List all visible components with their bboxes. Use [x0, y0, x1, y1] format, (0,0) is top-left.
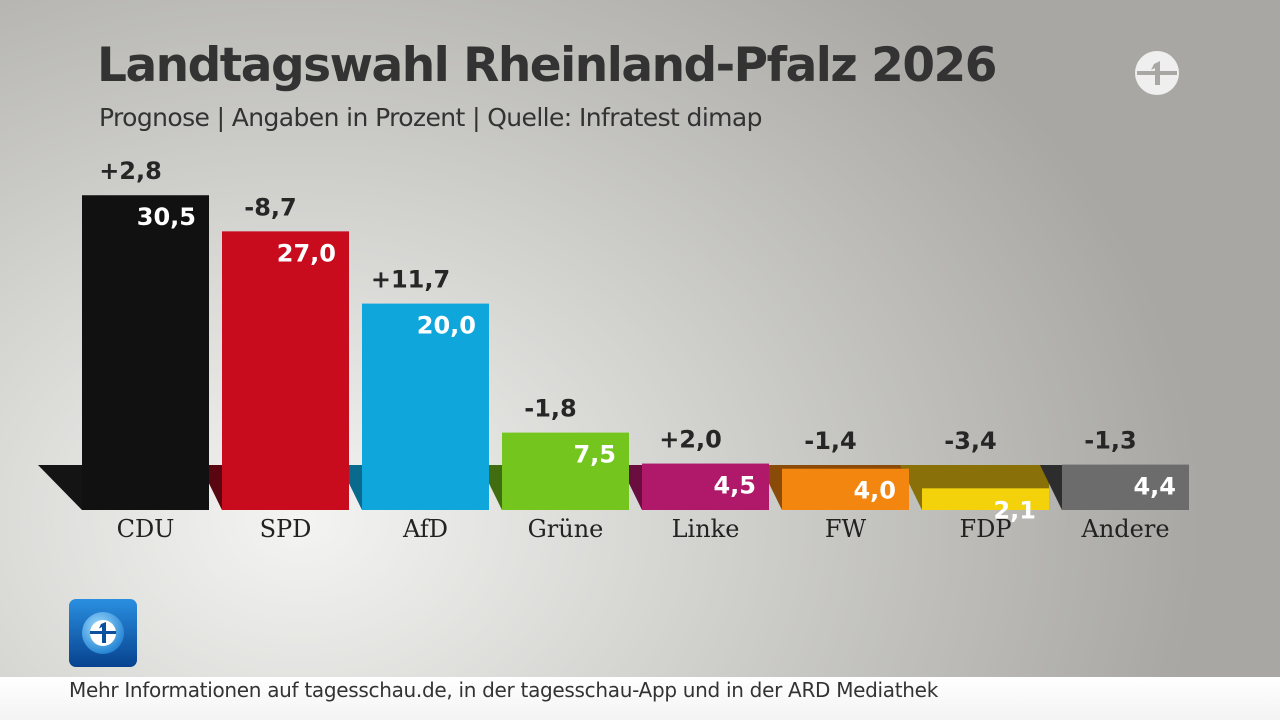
category-label-4: Linke: [672, 515, 740, 543]
bar-change-label-2: +11,7: [371, 266, 450, 294]
bar-value-label-0: 30,5: [137, 203, 196, 231]
category-label-6: FDP: [959, 515, 1011, 543]
bar-change-label-0: +2,8: [99, 157, 162, 185]
bar-value-label-5: 4,0: [853, 477, 896, 505]
bar-change-label-4: +2,0: [659, 426, 722, 454]
bar-1: [222, 231, 349, 511]
bar-6: [922, 488, 1049, 510]
category-label-0: CDU: [117, 515, 175, 543]
page-subtitle: Prognose | Angaben in Prozent | Quelle: …: [99, 103, 763, 132]
bar-7: [1062, 464, 1189, 510]
bar-value-label-7: 4,4: [1133, 473, 1176, 501]
bar-5: [782, 468, 909, 510]
footer-bar: [0, 677, 1280, 720]
bar-value-label-2: 20,0: [417, 312, 476, 340]
bar-4: [642, 463, 769, 510]
bar-value-label-3: 7,5: [573, 441, 616, 469]
bar-change-label-3: -1,8: [524, 395, 576, 423]
category-label-2: AfD: [402, 515, 448, 543]
das-erste-logo-icon: [1135, 51, 1179, 95]
bar-change-label-6: -3,4: [944, 427, 996, 455]
bar-value-label-4: 4,5: [713, 472, 756, 500]
bar-2: [362, 303, 489, 510]
bar-change-label-7: -1,3: [1084, 427, 1136, 455]
category-label-3: Grüne: [528, 515, 604, 543]
page-title: Landtagswahl Rheinland-Pfalz 2026: [97, 38, 997, 93]
bar-0: [82, 195, 209, 511]
tagesschau-logo-icon: [69, 599, 137, 667]
bar-value-label-1: 27,0: [277, 239, 336, 267]
bar-value-label-6: 2,1: [993, 496, 1036, 524]
category-label-5: FW: [825, 515, 867, 543]
bar-change-label-1: -8,7: [244, 193, 296, 221]
bar-change-label-5: -1,4: [804, 427, 856, 455]
category-label-7: Andere: [1080, 515, 1169, 543]
category-label-1: SPD: [260, 515, 312, 543]
bar-3: [502, 432, 629, 510]
footer-info-text: Mehr Informationen auf tagesschau.de, in…: [69, 678, 938, 702]
results-bar-chart: 30,5 +2,8 CDU 27,0 -8,7 SPD 20,0 +11,7 AfD 7,5 -1,…: [38, 157, 1189, 543]
